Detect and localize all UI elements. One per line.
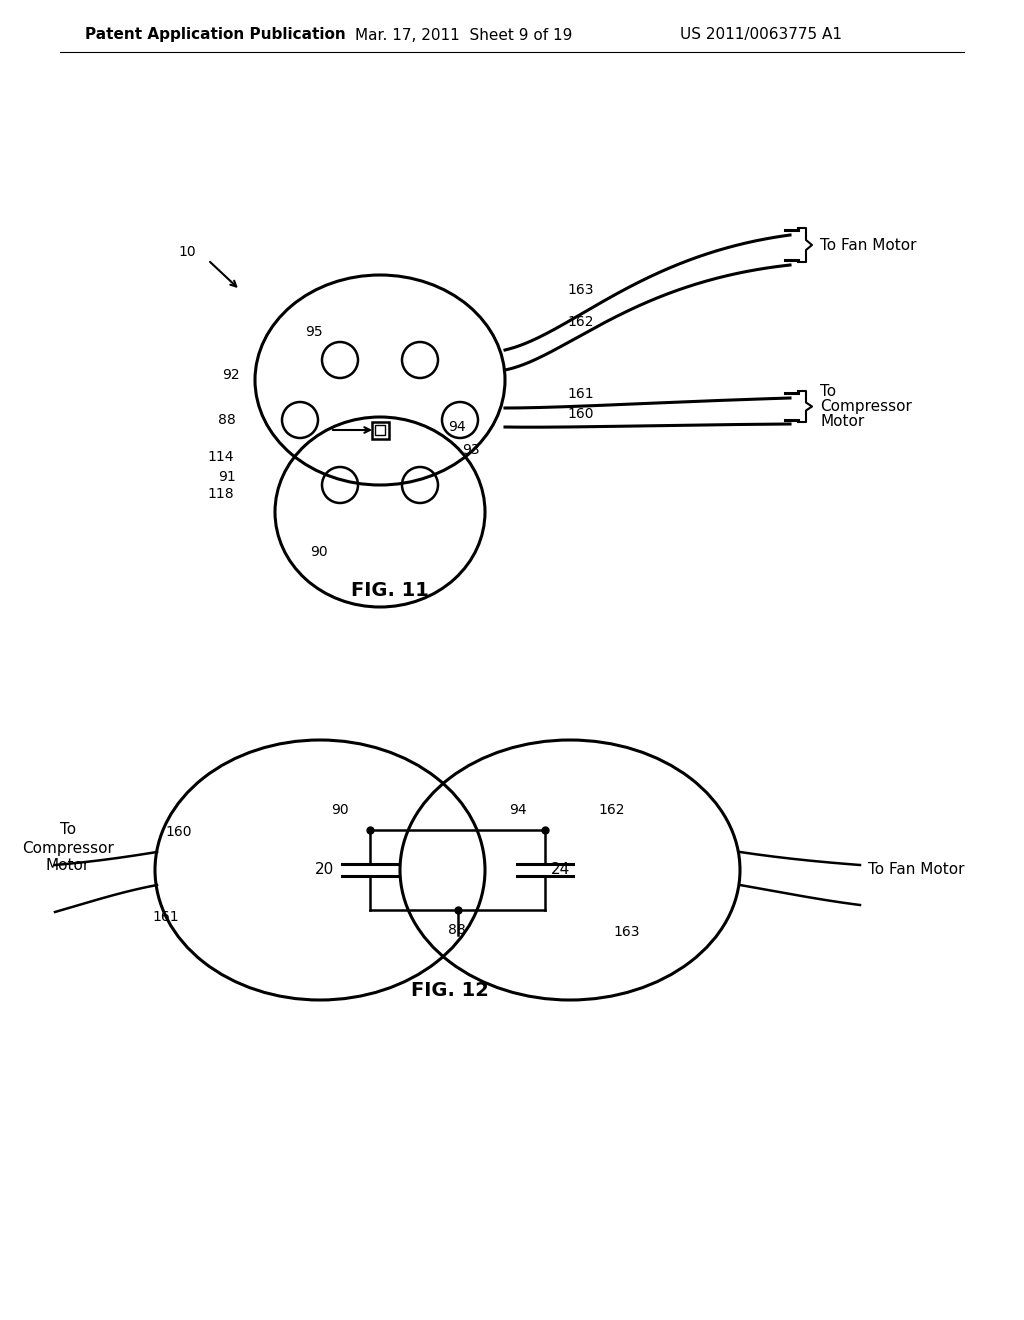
- Text: FIG. 11: FIG. 11: [351, 581, 429, 599]
- Text: To: To: [60, 822, 76, 837]
- Text: Motor: Motor: [46, 858, 90, 874]
- Text: 163: 163: [567, 282, 594, 297]
- Text: 114: 114: [207, 450, 233, 465]
- Text: 20: 20: [315, 862, 335, 878]
- Text: 90: 90: [310, 545, 328, 558]
- Text: 163: 163: [613, 925, 640, 939]
- Text: 88: 88: [218, 413, 236, 426]
- Text: Motor: Motor: [820, 414, 864, 429]
- Text: 24: 24: [550, 862, 569, 878]
- Text: 92: 92: [222, 368, 240, 381]
- Text: US 2011/0063775 A1: US 2011/0063775 A1: [680, 28, 842, 42]
- Text: 160: 160: [567, 407, 594, 421]
- Text: To Fan Motor: To Fan Motor: [820, 238, 916, 252]
- Text: 160: 160: [165, 825, 191, 840]
- Text: Mar. 17, 2011  Sheet 9 of 19: Mar. 17, 2011 Sheet 9 of 19: [355, 28, 572, 42]
- Text: To Fan Motor: To Fan Motor: [868, 862, 965, 878]
- Text: 94: 94: [449, 420, 466, 434]
- Text: 162: 162: [567, 315, 594, 329]
- Text: Patent Application Publication: Patent Application Publication: [85, 28, 346, 42]
- Text: 161: 161: [152, 909, 178, 924]
- Text: Compressor: Compressor: [820, 400, 912, 414]
- Text: 95: 95: [305, 325, 323, 339]
- Text: 10: 10: [178, 246, 196, 259]
- Text: 91: 91: [218, 470, 236, 484]
- Text: 161: 161: [567, 387, 594, 401]
- Text: 88: 88: [449, 923, 466, 937]
- Text: 118: 118: [207, 487, 233, 502]
- Text: 90: 90: [331, 803, 349, 817]
- Text: 162: 162: [598, 803, 625, 817]
- Text: 94: 94: [509, 803, 526, 817]
- Text: 93: 93: [462, 444, 479, 457]
- Text: FIG. 12: FIG. 12: [411, 981, 488, 999]
- Text: Compressor: Compressor: [23, 841, 114, 855]
- Text: To: To: [820, 384, 837, 400]
